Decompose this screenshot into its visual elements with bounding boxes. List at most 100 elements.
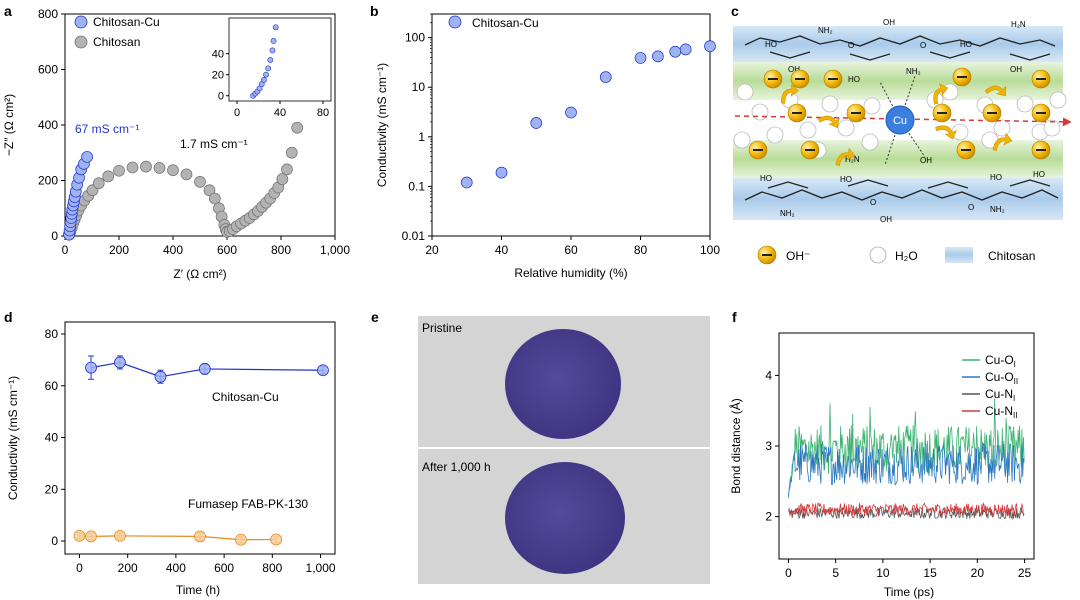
water-molecule — [733, 131, 751, 149]
water-molecule — [799, 121, 817, 139]
water-molecule — [1016, 95, 1034, 113]
panel-a-ytick-label: 400 — [38, 118, 58, 132]
molecule-label: O — [920, 41, 926, 50]
hydroxide-minus-sign — [792, 112, 802, 114]
chitosan-point — [291, 121, 304, 134]
legend-label: Cu-OI — [985, 353, 1016, 369]
panel-f-letter: f — [732, 309, 737, 325]
panel-b-xtick-label: 80 — [634, 243, 648, 257]
water-molecule — [766, 126, 784, 144]
panel-a-ytick-label: 200 — [38, 174, 58, 188]
legend-chitosan-cu-label: Chitosan-Cu — [93, 15, 160, 29]
copper-ion — [885, 105, 915, 135]
panel-b-xlabel: Relative humidity (%) — [514, 266, 627, 280]
panel-d-ylabel: Conductivity (mS cm⁻¹) — [6, 376, 20, 500]
chitosan-point — [92, 177, 105, 190]
chitosan-point — [153, 162, 166, 174]
panel-f-xtick-label: 25 — [1018, 566, 1032, 580]
panel-d-ytick-label: 0 — [51, 534, 58, 548]
chitosan-point — [203, 184, 216, 197]
inset-ytick-label: 20 — [212, 70, 224, 82]
chitosan-point — [126, 161, 139, 174]
panel-d-ticks: 0 200 400 600 800 1,000 0 20 40 60 80 — [45, 327, 336, 575]
bond-series-line — [788, 398, 1025, 499]
inset-point — [270, 38, 277, 44]
legend-subscript: I — [1014, 360, 1016, 369]
hydroxide-minus-sign — [961, 149, 971, 151]
legend-label: Cu-NI — [985, 387, 1015, 403]
hopping-arrow — [933, 83, 949, 105]
humidity-point — [679, 43, 692, 56]
membrane-disc-after — [505, 462, 625, 574]
hydroxide-ions — [748, 67, 1051, 160]
hopping-arrow-shape — [817, 115, 840, 129]
panel-b-xtick-label: 100 — [700, 243, 720, 257]
inset-xtick-label: 40 — [274, 107, 286, 119]
panel-b-xtick-label: 60 — [564, 243, 578, 257]
inset-ytick-label: 0 — [218, 91, 224, 103]
panel-f-xtick-label: 10 — [876, 566, 890, 580]
chitosan-point — [209, 192, 221, 205]
panel-e: e Pristine After 1,000 h — [371, 309, 710, 584]
chitosan-cu-point — [114, 356, 126, 369]
panel-c-letter: c — [731, 3, 739, 19]
panel-b-xtick-label: 20 — [425, 243, 439, 257]
humidity-point — [530, 117, 543, 129]
water-molecule — [861, 133, 879, 151]
molecule-label: HO — [760, 174, 772, 183]
panel-a-xtick-label: 1,000 — [320, 243, 350, 257]
hopping-arrow — [984, 85, 1007, 97]
molecule-label: O — [870, 198, 876, 207]
chitosan-point — [180, 168, 193, 181]
panel-f: f 0 5 10 15 20 25 2 3 4 Time (ps) Bond distance … — [728, 309, 1035, 599]
chitosan-point — [102, 170, 115, 183]
inset-xtick-label: 80 — [317, 107, 329, 119]
inset-point — [267, 57, 274, 63]
chitosan-chain-top — [744, 35, 1056, 61]
panel-d-ytick-label: 80 — [45, 327, 59, 341]
molecule-label: HO — [960, 40, 972, 49]
hydroxide-minus-sign — [937, 112, 947, 114]
legend-b-marker — [448, 15, 462, 29]
label-fumasep: Fumasep FAB-PK-130 — [188, 497, 308, 511]
legend-subscript: I — [1013, 394, 1015, 403]
panel-a-xtick-label: 800 — [271, 243, 291, 257]
panel-d-points — [73, 355, 329, 546]
panel-a-letter: a — [4, 3, 12, 19]
inset-ytick-label: 40 — [212, 49, 224, 61]
panel-d-xtick-label: 400 — [166, 561, 186, 575]
molecule-label: OH — [920, 156, 932, 165]
panel-a-xtick-label: 0 — [62, 243, 69, 257]
molecule-label: H₂N — [1011, 20, 1026, 29]
molecule-label: NH₂ — [780, 209, 795, 218]
panel-d-xtick-label: 1,000 — [306, 561, 336, 575]
inset-point — [260, 77, 267, 83]
panel-f-ytick-label: 3 — [765, 439, 772, 453]
water-molecule — [863, 97, 881, 115]
hopping-arrow-shape — [992, 132, 1013, 151]
inset-point — [263, 71, 269, 78]
chitosan-cu-point — [154, 370, 167, 383]
panel-f-xtick-label: 20 — [971, 566, 985, 580]
chitosan-cu-point — [81, 151, 93, 163]
molecule-label: OH — [788, 65, 800, 74]
humidity-point — [460, 176, 473, 189]
legend-chitosan-label: Chitosan — [93, 35, 140, 49]
hydroxide-minus-sign — [805, 149, 815, 151]
panel-a-xtick-label: 600 — [217, 243, 237, 257]
legend-chitosan-cu-marker — [74, 15, 88, 29]
fumasep-point — [235, 533, 247, 546]
legend-b-label: Chitosan-Cu — [472, 16, 539, 30]
molecule-label: O — [968, 203, 974, 212]
chitosan-point — [140, 160, 152, 173]
panel-b-ytick-label: 1 — [418, 130, 425, 144]
fumasep-point — [114, 529, 126, 542]
legend-label: Cu-NII — [985, 404, 1017, 420]
chitosan-cu-point — [198, 363, 211, 375]
panel-f-lines — [788, 398, 1025, 520]
panel-f-xtick-label: 0 — [785, 566, 792, 580]
annotation-cu-conductivity: 67 mS cm⁻¹ — [75, 122, 139, 136]
